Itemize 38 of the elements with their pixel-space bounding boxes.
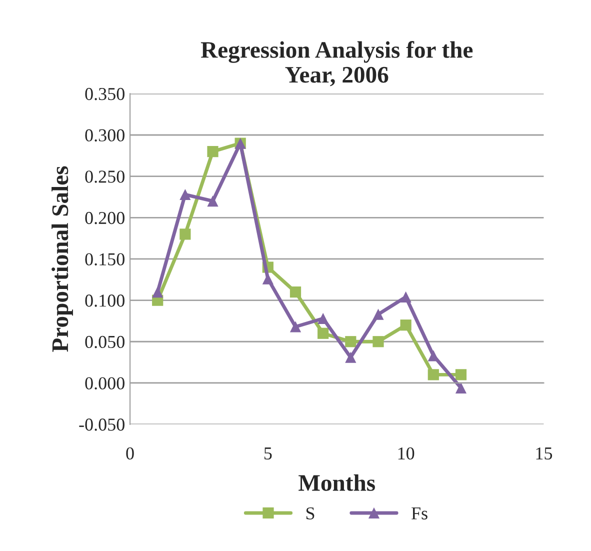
point [345, 352, 356, 363]
legend-label: S [306, 507, 314, 520]
point [455, 369, 467, 380]
point [318, 312, 329, 324]
point [318, 328, 329, 339]
point [428, 350, 439, 362]
x-tick-label: 0 [126, 447, 134, 460]
chart-title: Regression Analysis for the Year, 2006 [200, 41, 473, 86]
x-tick-label: 15 [536, 447, 552, 460]
x-tick-label: 5 [264, 448, 272, 460]
point [400, 291, 412, 303]
y-tick-label: 0.150 [85, 253, 124, 266]
y-tick-label: 0.300 [85, 129, 124, 142]
y-tick-label: 0.250 [85, 170, 124, 183]
point [428, 369, 439, 380]
y-tick-label: 0.100 [85, 294, 124, 307]
point [372, 308, 384, 320]
x-tick-label: 10 [398, 447, 414, 460]
y-tick-label: 0.050 [85, 336, 124, 348]
point [290, 321, 302, 332]
point [207, 146, 218, 158]
y-tick-label: -0.050 [79, 418, 124, 431]
legend-label: Fs [412, 507, 428, 520]
point [152, 286, 164, 298]
point [455, 382, 467, 394]
point [180, 188, 191, 200]
point [290, 286, 302, 298]
y-tick-label: 0.350 [85, 88, 124, 100]
point [262, 273, 274, 284]
point [372, 336, 384, 348]
y-tick-label: 0.200 [85, 212, 124, 224]
x-axis-title: Months [298, 474, 375, 491]
point [345, 336, 356, 348]
y-tick-label: 0.000 [85, 377, 124, 390]
point [400, 320, 412, 331]
point [180, 228, 191, 240]
y-axis-title: Proportional Sales [52, 166, 73, 352]
point [207, 196, 218, 207]
